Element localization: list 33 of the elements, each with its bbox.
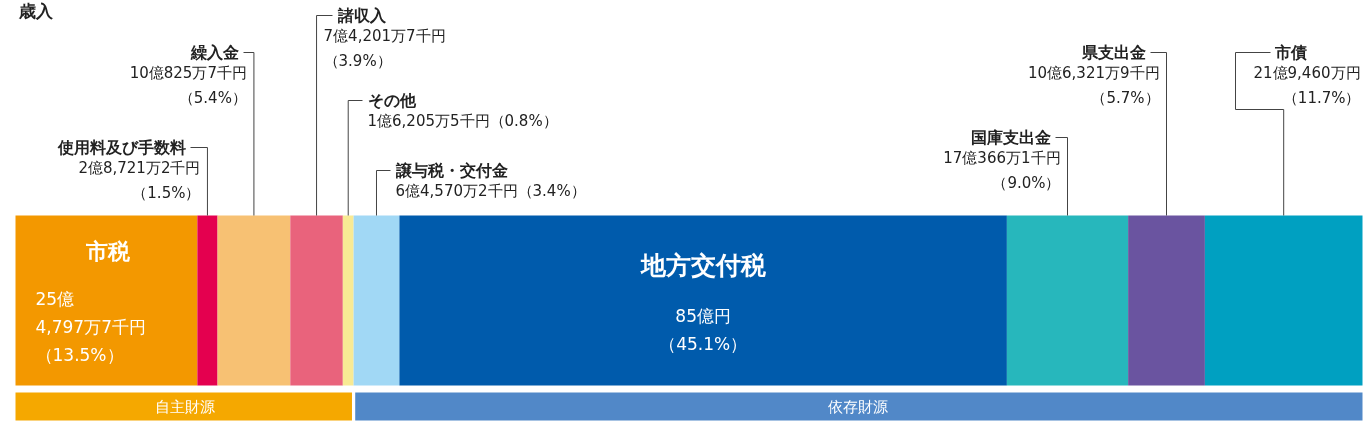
bar [197,215,218,386]
bar [1204,215,1363,386]
bar [290,215,343,386]
bar [217,215,291,386]
data-label: 6億4,570万2千円（3.4%） [395,181,586,200]
bar [342,215,354,386]
bar [1128,215,1205,386]
text: 使用料及び手数料 [56,137,186,157]
bar [353,215,400,386]
text: 繰入金 [189,42,239,62]
text: 自主財源 [154,397,215,416]
bar [1006,215,1129,386]
bar [15,215,198,386]
text: その他 [367,90,417,110]
data-label: 1億6,205万5千円（0.8%） [367,111,558,130]
chart-title: 歳入 [17,0,54,21]
text: 市債 [1273,42,1307,62]
text: 譲与税・交付金 [394,160,508,180]
bar [399,215,1007,386]
data-label: 21億9,460万円（11.7%） [1253,63,1361,107]
data-label: 7億4,201万7千円（3.9%） [323,26,446,70]
series-label: 市税 [84,238,131,264]
series-label: 地方交付税 [639,250,767,280]
text: 諸収入 [336,5,387,25]
data-label: 17億366万1千円（9.0%） [943,148,1061,192]
data-label: 85億円（45.1%） [659,305,748,354]
data-label: 2億8,721万2千円（1.5%） [78,158,201,202]
data-label: 10億825万7千円（5.4%） [129,63,247,107]
text: 依存財源 [828,397,889,416]
data-label: 10億6,321万9千円（5.7%） [1027,63,1160,107]
text: 国庫支出金 [970,127,1051,147]
text: 県支出金 [1080,42,1146,62]
data-label: 25億4,797万7千円（13.5%） [35,288,146,365]
